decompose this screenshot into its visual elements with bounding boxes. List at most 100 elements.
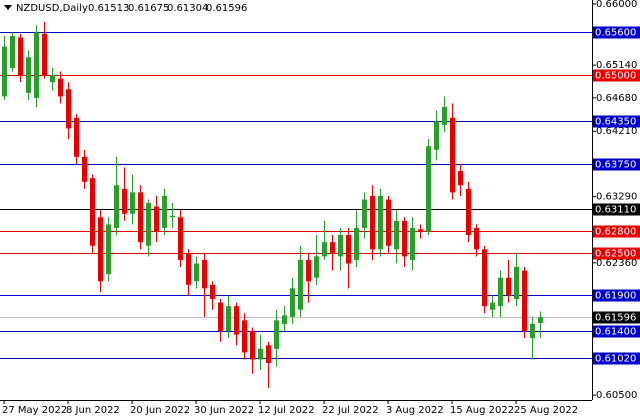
candle-body [82,156,87,182]
candle-body [50,75,55,83]
y-tick-label: 0.64210 [596,126,637,137]
candle-body [386,199,391,246]
y-tick-label: 0.60500 [596,390,637,401]
level-label: 0.61020 [595,354,636,365]
level-label-bg [593,115,640,128]
candle-body [418,229,423,232]
candle-body [330,242,335,253]
candle-body [242,320,247,353]
candle-body [186,252,191,285]
level-label: 0.62800 [595,227,636,238]
candle-body [74,117,79,157]
x-tick-label: 12 Jul 2022 [258,405,315,416]
level-label-bg [593,158,640,171]
candle-body [306,259,311,282]
candle-body [266,345,271,364]
candle-body [98,217,103,282]
candle-body [506,277,511,296]
candle-body [338,235,343,257]
current-price-label: 0.61596 [595,313,636,324]
x-tick-label: 27 May 2022 [2,405,67,416]
level-label-bg [593,69,640,82]
candle-body [282,315,287,324]
candle-body [290,288,295,317]
candle-body [106,224,111,275]
level-label: 0.61900 [595,291,636,302]
x-tick-label: 22 Jul 2022 [322,405,379,416]
level-label-bg [593,289,640,302]
y-tick-label: 0.63290 [596,192,637,203]
candle-body [450,117,455,193]
candle-body [346,235,351,264]
current-price-bg [593,311,640,324]
candle-body [58,78,63,97]
candle-body [474,227,479,250]
level-label-bg [593,352,640,365]
y-tick-label: 0.66000 [596,0,637,10]
level-label: 0.62500 [595,249,636,260]
candle-body [130,192,135,214]
candle-body [482,249,487,307]
candle-body [34,32,39,98]
candle-body [402,220,407,257]
candle-body [234,306,239,335]
level-label-bg [593,203,640,216]
header-open: 0.61513 [88,3,129,14]
candle-body [434,121,439,150]
candle-body [66,89,71,129]
marks [2,21,543,388]
candle-body [530,323,535,339]
candle-body [42,33,47,76]
level-label: 0.65000 [595,71,636,82]
candle-body [162,195,167,228]
candle-body [114,185,119,228]
candle-body [122,188,127,214]
x-tick-label: 25 Aug 2022 [514,405,578,416]
candle-body [514,267,519,300]
candle-body [154,206,159,232]
grid [0,3,596,396]
candle-body [10,35,15,68]
chart-title: NZDUSD,Daily [16,3,88,14]
candle-body [194,263,199,282]
level-label: 0.63110 [595,205,636,216]
candle-body [538,317,543,324]
candle-body [522,270,527,332]
level-label-bg [593,26,640,39]
candle-body [90,178,95,246]
candle-body [202,259,207,289]
candle-body [298,259,303,310]
candle-body [458,171,463,186]
y-tick-label: 0.64680 [596,93,637,104]
candle-body [466,188,471,236]
candle-body [26,57,31,93]
level-label: 0.61400 [595,327,636,338]
candle-body [410,227,415,260]
candle-body [370,195,375,250]
x-tick-label: 15 Aug 2022 [450,405,514,416]
y-tick-label: 0.65140 [596,60,637,71]
level-label: 0.65600 [595,28,636,39]
candle-body [426,146,431,232]
candle-body [354,227,359,260]
level-label-bg [593,247,640,260]
candle-body [378,195,383,250]
header-close: 0.61596 [206,3,247,14]
candle-body [226,306,231,332]
level-label-bg [593,225,640,238]
candle-body [138,192,143,243]
candle-body [274,320,279,349]
candle-body [394,220,399,250]
y-tick-label: 0.62360 [596,258,637,269]
candle-body [322,242,327,257]
candle-body [146,203,151,246]
menu-arrow [4,5,12,10]
header-high: 0.61675 [128,3,169,14]
candle-body [250,331,255,360]
header-low: 0.61304 [167,3,208,14]
candle-body [442,107,447,125]
candle-body [498,277,503,307]
x-tick-label: 8 Jun 2022 [66,405,120,416]
